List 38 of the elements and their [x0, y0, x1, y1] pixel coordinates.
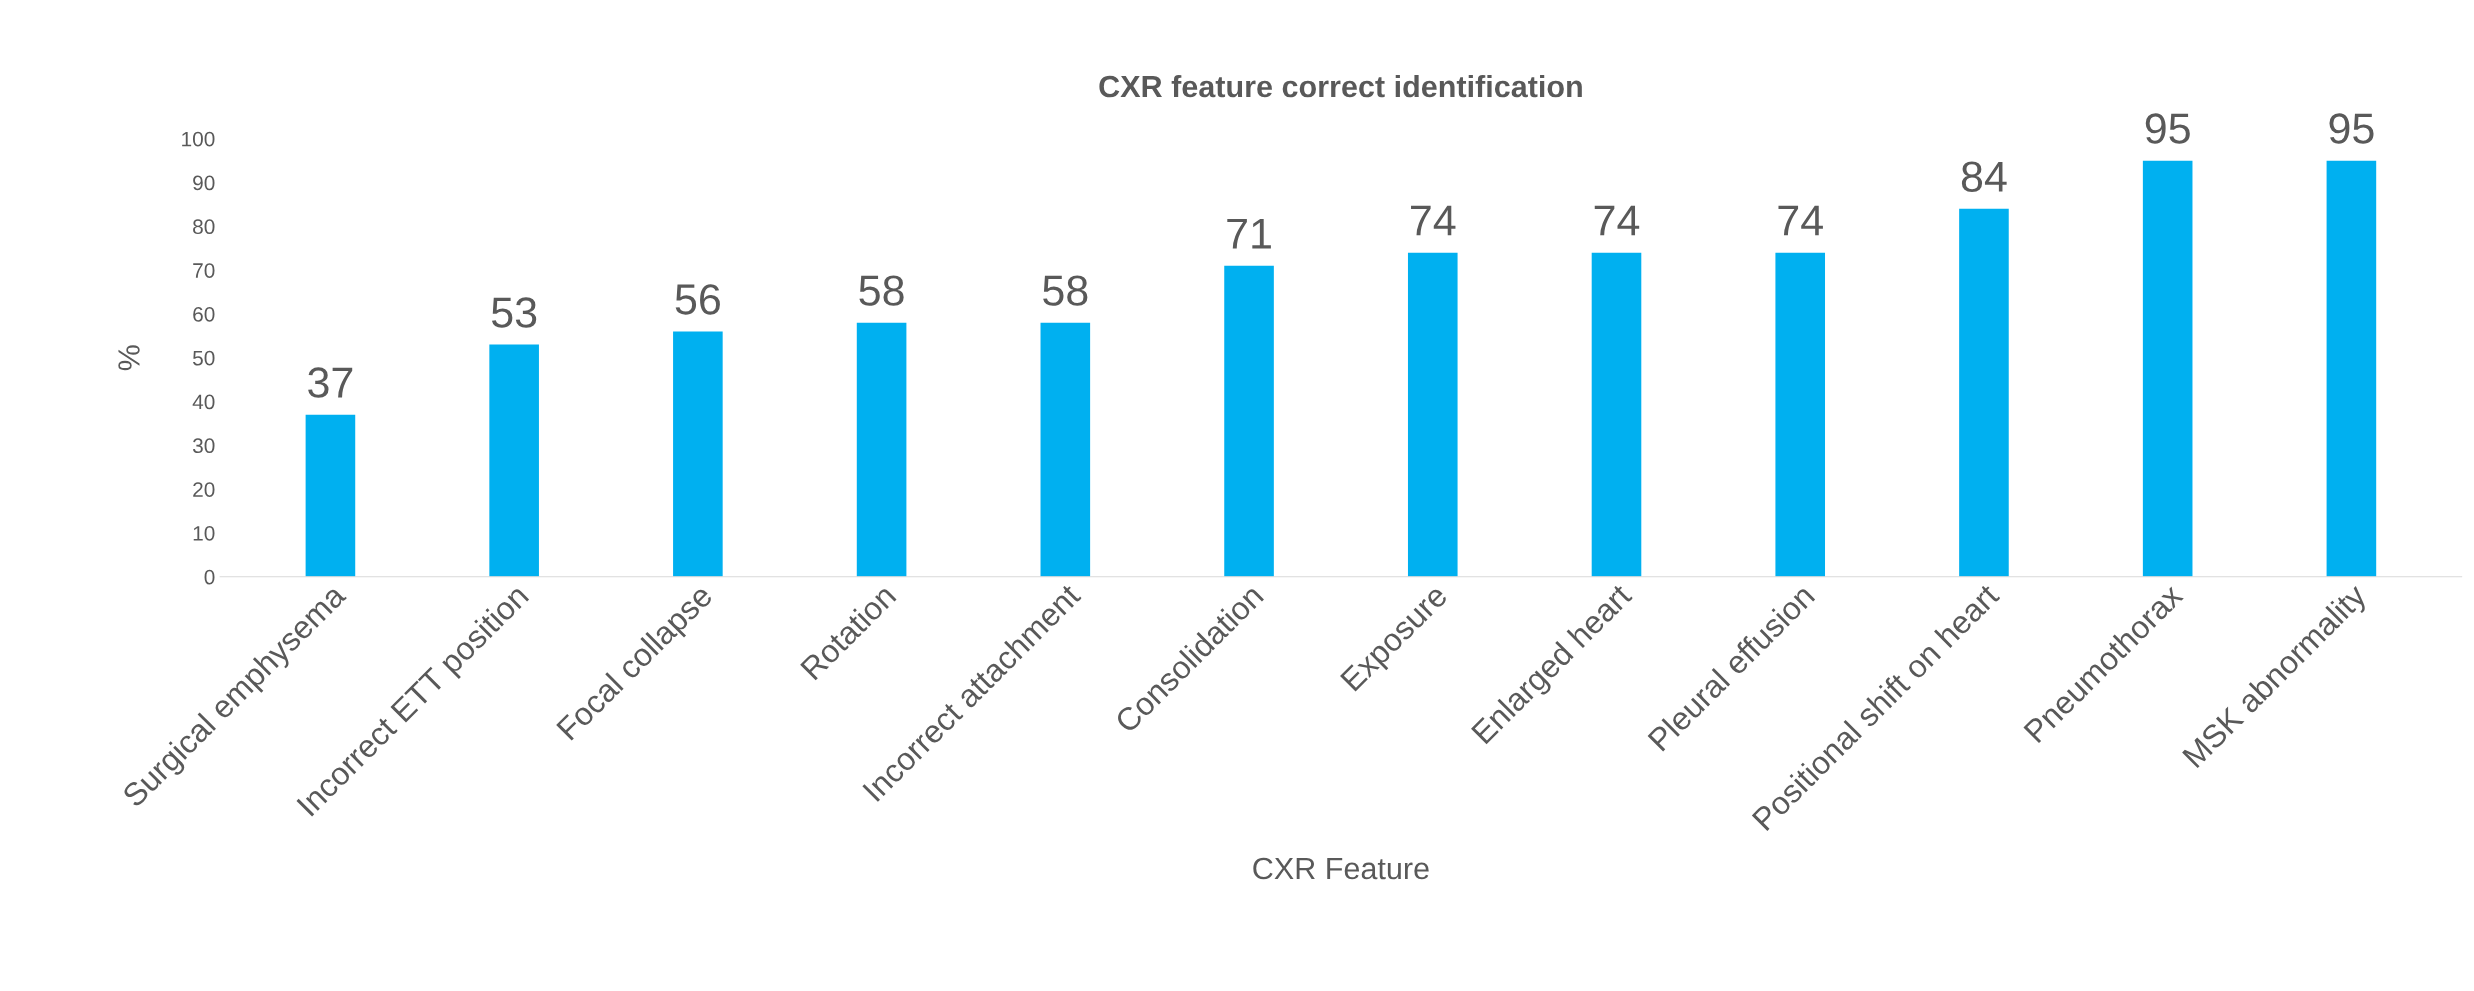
data-label: 74 — [1411, 205, 1456, 236]
bar — [1591, 252, 1642, 577]
y-tick-label: 30 — [192, 438, 215, 454]
bar — [1775, 252, 1826, 577]
data-label: 58 — [1043, 275, 1088, 306]
bar — [489, 344, 539, 577]
x-axis-title: CXR Feature — [1253, 857, 1429, 880]
y-tick-label: 100 — [182, 131, 215, 147]
bar — [673, 331, 723, 577]
bar — [2142, 160, 2193, 577]
data-label: 84 — [1961, 161, 2007, 192]
y-tick-label: 20 — [193, 482, 215, 497]
y-tick-label: 70 — [193, 263, 215, 278]
bar — [856, 322, 907, 577]
y-tick-label: 90 — [193, 175, 215, 191]
y-tick-label: 40 — [192, 394, 215, 410]
data-label: 95 — [2145, 113, 2190, 144]
y-tick-label: 0 — [204, 569, 215, 585]
y-tick-label: 50 — [192, 350, 215, 366]
y-axis-title: % — [118, 345, 140, 371]
data-label: 37 — [308, 367, 353, 398]
bar — [1959, 208, 2009, 577]
bar — [1040, 322, 1091, 577]
chart-title: CXR feature correct identification — [1099, 74, 1582, 98]
bar — [305, 414, 356, 577]
bar — [2326, 160, 2377, 577]
data-label: 53 — [491, 297, 537, 328]
data-label: 95 — [2329, 113, 2374, 144]
y-tick-label: 80 — [193, 219, 215, 235]
y-tick-label: 10 — [193, 525, 215, 541]
y-tick-label: 60 — [193, 306, 215, 322]
data-label: 71 — [1227, 218, 1271, 249]
data-label: 74 — [1778, 205, 1823, 236]
bar — [1224, 265, 1274, 577]
bar — [1407, 252, 1458, 577]
data-label: 58 — [859, 275, 904, 306]
data-label: 56 — [675, 284, 720, 315]
data-label: 74 — [1594, 205, 1640, 236]
